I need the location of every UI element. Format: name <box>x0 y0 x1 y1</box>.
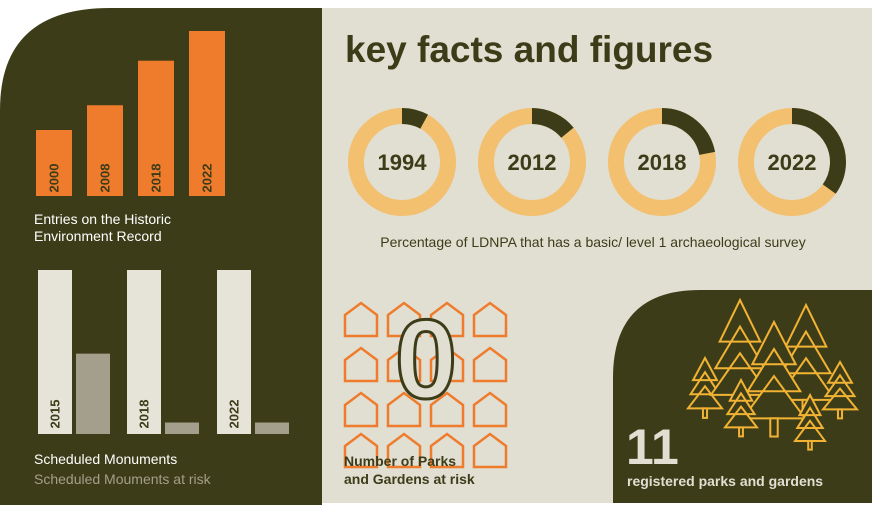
legend-monuments-at-risk: Scheduled Mouments at risk <box>34 471 212 487</box>
monuments-bar-2018 <box>127 270 161 434</box>
her-bar-label-2008: 2008 <box>98 164 113 193</box>
her-bar-2018 <box>138 60 174 197</box>
monuments-bar-label-2018: 2018 <box>137 400 152 429</box>
parks-at-risk-label-line-2: and Gardens at risk <box>344 471 475 487</box>
her-bar-label-2022: 2022 <box>200 164 215 193</box>
monuments-bar-2015 <box>38 270 72 434</box>
house-outline-icon <box>343 301 379 338</box>
house-outline-icon <box>429 432 465 469</box>
house-outline-icon <box>386 301 422 338</box>
house-icon-grid <box>343 301 508 469</box>
house-outline-icon <box>472 301 508 338</box>
tree-icon-trunk <box>836 408 844 420</box>
monuments-bar-2022 <box>217 270 251 434</box>
donut-segment-2012 <box>531 108 574 139</box>
house-outline-icon <box>429 346 465 383</box>
house-outline-icon <box>429 391 465 428</box>
registered-parks-number: 11 <box>626 419 679 475</box>
page-title: key facts and figures <box>345 29 713 70</box>
registered-parks-label: registered parks and gardens <box>627 473 823 489</box>
donut-label-1994: 1994 <box>378 150 428 175</box>
monuments-at-risk-bar-2018 <box>165 422 199 434</box>
her-bar-2022 <box>189 31 225 196</box>
parks-at-risk-label-line-1: Number of Parks <box>344 453 456 469</box>
house-outline-icon <box>429 301 465 338</box>
tree-icon-trunk <box>769 417 779 438</box>
donut-label-2022: 2022 <box>768 150 817 175</box>
monuments-bar-label-2022: 2022 <box>227 400 242 429</box>
donut-caption: Percentage of LDNPA that has a basic/ le… <box>380 234 805 250</box>
monuments-at-risk-bar-2015 <box>76 353 110 434</box>
house-outline-icon <box>343 432 379 469</box>
her-bar-2000 <box>36 130 72 196</box>
monuments-bar-label-2015: 2015 <box>48 400 63 429</box>
monuments-at-risk-bar-2022 <box>255 422 289 434</box>
house-outline-icon <box>472 391 508 428</box>
tree-icon-group <box>685 297 860 451</box>
house-outline-icon <box>472 432 508 469</box>
tree-icon-trunk <box>738 426 744 438</box>
tree-icon-trunk <box>807 439 813 451</box>
her-bar-label-2000: 2000 <box>47 164 62 193</box>
her-caption-line-2: Environment Record <box>34 228 162 244</box>
donut-segment-2018 <box>661 108 716 156</box>
her-caption-line-1: Entries on the Historic <box>34 211 171 227</box>
house-outline-icon <box>343 391 379 428</box>
her-bar-2008 <box>87 105 123 196</box>
donut-label-2012: 2012 <box>508 150 557 175</box>
house-outline-icon <box>386 432 422 469</box>
house-outline-icon <box>343 346 379 383</box>
donut-segment-2022 <box>791 108 846 194</box>
parks-at-risk-number: 0 <box>395 297 457 422</box>
legend-scheduled-monuments: Scheduled Monuments <box>34 451 177 467</box>
house-outline-icon <box>386 391 422 428</box>
donut-label-2018: 2018 <box>638 150 687 175</box>
tree-icon-trunk <box>701 407 709 419</box>
donut-segment-1994 <box>401 108 429 129</box>
house-outline-icon <box>386 346 422 383</box>
house-outline-icon <box>472 346 508 383</box>
her-bar-label-2018: 2018 <box>149 164 164 193</box>
